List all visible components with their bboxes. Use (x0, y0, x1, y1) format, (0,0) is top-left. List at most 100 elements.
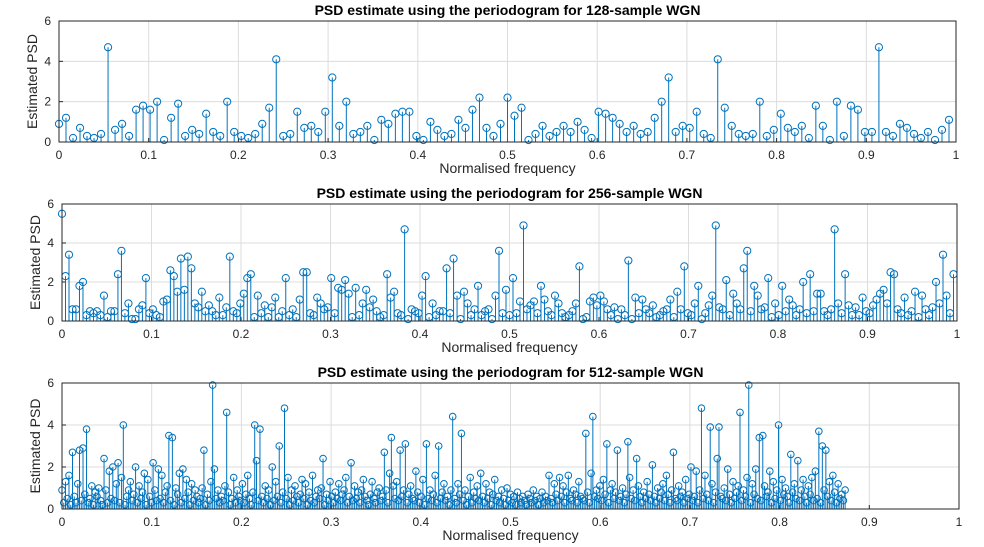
stem-marker (834, 480, 842, 488)
x-tick-label: 0.3 (322, 327, 339, 341)
stem-marker (664, 73, 673, 82)
stem-marker (197, 287, 206, 296)
stem-marker (198, 484, 206, 492)
stem-marker (758, 431, 767, 440)
stem-marker (299, 494, 308, 503)
x-axis-label: Normalised frequency (441, 339, 577, 355)
stem-marker (230, 127, 239, 137)
x-tick-label: 1 (953, 148, 960, 162)
stem-marker (417, 492, 425, 501)
stem-marker (685, 490, 693, 499)
stem-marker (454, 115, 463, 124)
stem-marker (888, 131, 898, 141)
stem-marker (910, 287, 920, 296)
stem-marker (356, 127, 365, 137)
stem-marker (163, 482, 171, 490)
stem-marker (783, 123, 792, 132)
stem-marker (706, 423, 715, 431)
stem-marker (396, 446, 404, 455)
stem-marker (258, 119, 267, 128)
stem-marker (727, 121, 736, 130)
stem-marker (557, 492, 566, 501)
stem-marker (302, 268, 311, 277)
stem-marker (497, 486, 506, 494)
stem-marker (566, 127, 575, 137)
stem-marker (117, 119, 127, 128)
stem-marker (385, 469, 394, 478)
stem-marker (771, 299, 780, 308)
stem-marker (73, 480, 82, 488)
stem-marker (559, 121, 568, 130)
stem-marker (173, 490, 182, 499)
stem-marker (187, 264, 196, 273)
stem-marker (634, 482, 643, 490)
stem-marker (599, 297, 608, 306)
stem-marker (182, 475, 191, 484)
stem-marker (464, 492, 473, 501)
stem-marker (582, 429, 590, 438)
x-tick-label: 0 (59, 515, 66, 529)
stem-marker (575, 262, 584, 271)
stem-marker (149, 459, 157, 467)
stem-marker (608, 480, 616, 488)
stem-marker (250, 421, 259, 429)
stem-marker (96, 129, 106, 139)
stem-series (54, 43, 954, 145)
x-tick-label: 0.2 (230, 148, 247, 162)
stem-marker (216, 131, 225, 141)
stem-marker (785, 295, 794, 304)
stem-marker (482, 480, 490, 488)
stem-marker (781, 484, 790, 492)
stem-marker (790, 127, 799, 137)
stem-marker (529, 486, 538, 494)
stem-marker (229, 473, 238, 482)
stem-marker (695, 486, 704, 494)
x-tick-label: 0.1 (140, 148, 157, 162)
x-tick-label: 0.1 (143, 515, 160, 529)
stem-marker (629, 121, 638, 130)
x-axis-label: Normalised frequency (439, 160, 575, 176)
stem-marker (401, 440, 410, 448)
stem-marker (166, 266, 175, 275)
stem-marker (426, 117, 435, 126)
stem-marker (917, 291, 927, 300)
stem-marker (743, 246, 752, 255)
stem-marker (889, 270, 899, 279)
stem-marker (825, 135, 834, 145)
stem-marker (370, 135, 379, 145)
stem-marker (387, 433, 396, 442)
stem-marker (359, 475, 368, 484)
stem-marker (799, 277, 808, 287)
stem-marker (475, 93, 484, 102)
stem-marker (681, 475, 690, 484)
stem-marker (524, 135, 533, 145)
stem-marker (288, 305, 297, 314)
stem-marker (144, 475, 152, 484)
stem-marker (729, 289, 738, 298)
x-tick-label: 0.7 (679, 148, 696, 162)
stem-marker (613, 446, 622, 455)
stem-marker (879, 285, 888, 294)
stem-marker (657, 488, 665, 497)
stem-marker (326, 477, 334, 486)
stem-marker (419, 135, 428, 145)
stem-marker (224, 488, 233, 497)
stem-marker (650, 113, 659, 122)
stem-marker (167, 113, 176, 122)
stem-marker (732, 299, 741, 308)
stem-marker (601, 490, 609, 499)
stem-marker (815, 427, 823, 436)
stem-marker (265, 103, 274, 112)
x-tick-label: 0.7 (680, 327, 697, 341)
stem-marker (210, 465, 219, 473)
stem-marker (342, 97, 351, 106)
chart-title: PSD estimate using the periodogram for 5… (318, 364, 704, 380)
stem-marker (275, 442, 284, 450)
stem-marker (124, 486, 133, 494)
stem-marker (253, 291, 262, 300)
stem-marker (699, 129, 708, 139)
stem-marker (743, 473, 751, 482)
stem-marker (141, 274, 151, 283)
stem-marker (110, 125, 120, 134)
stem-marker (764, 488, 772, 497)
